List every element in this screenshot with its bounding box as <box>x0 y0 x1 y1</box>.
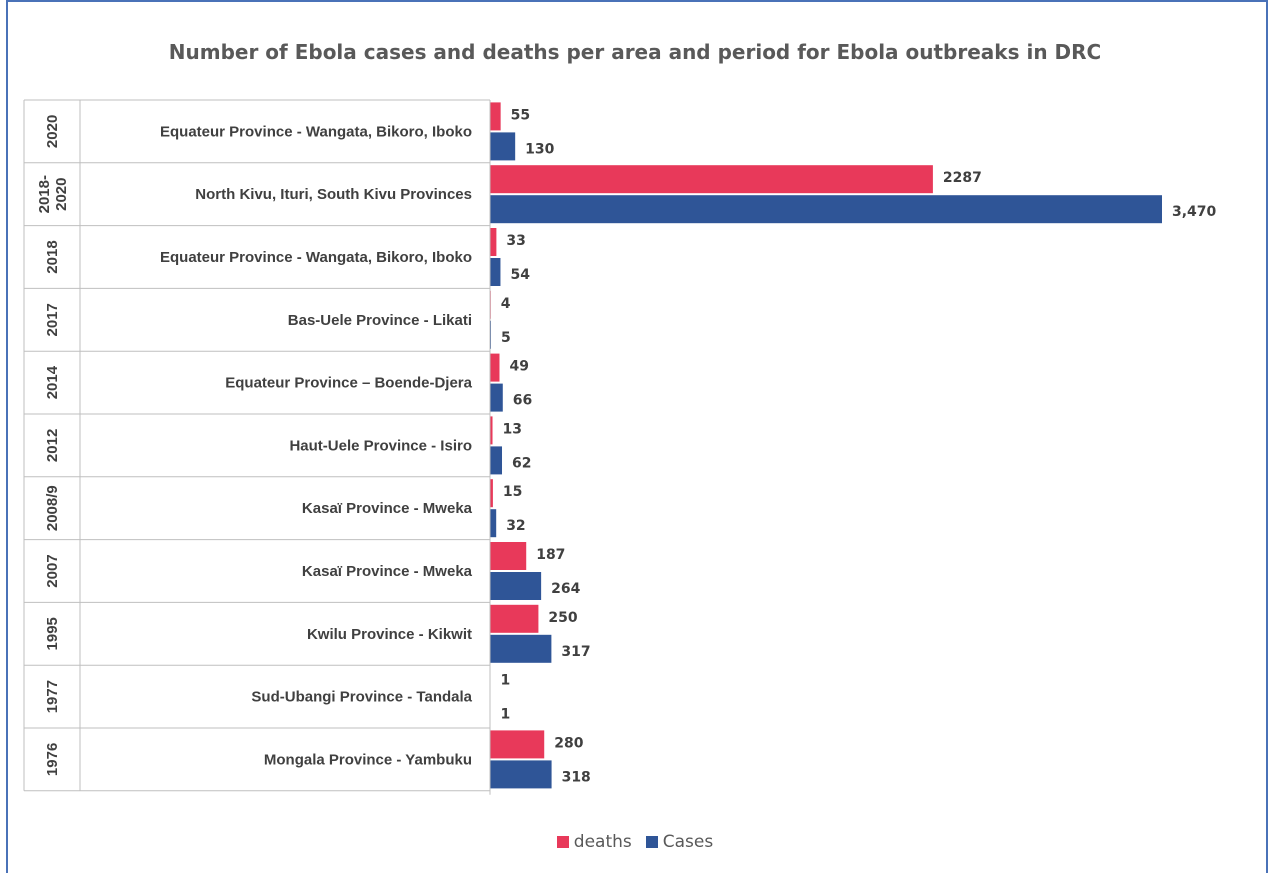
bar-cases <box>490 195 1162 224</box>
year-label: 2018 <box>44 240 61 273</box>
value-label-deaths: 280 <box>554 735 583 751</box>
bar-deaths <box>490 228 497 256</box>
year-label: 2020 <box>44 115 61 148</box>
area-label: North Kivu, Ituri, South Kivu Provinces <box>195 186 472 203</box>
bar-deaths <box>490 102 501 131</box>
value-label-cases: 62 <box>512 455 531 471</box>
area-label: Equateur Province - Wangata, Bikoro, Ibo… <box>160 249 472 266</box>
bar-cases <box>490 760 552 789</box>
value-label-deaths: 187 <box>536 547 565 563</box>
value-label-cases: 1 <box>501 707 511 723</box>
legend-item-cases: Cases <box>645 832 714 852</box>
value-label-cases: 3,470 <box>1172 204 1217 220</box>
bar-deaths <box>490 479 493 508</box>
area-label: Sud-Ubangi Province - Tandala <box>251 689 472 706</box>
value-label-deaths: 15 <box>503 484 522 500</box>
value-label-cases: 66 <box>513 393 532 409</box>
legend-label-cases: Cases <box>662 832 714 852</box>
bar-deaths <box>490 353 500 382</box>
value-label-cases: 318 <box>562 769 591 785</box>
year-label: 2007 <box>44 554 61 587</box>
bar-deaths <box>490 165 933 194</box>
year-label: 1977 <box>44 680 61 713</box>
value-label-deaths: 2287 <box>943 170 982 186</box>
value-label-cases: 264 <box>551 581 580 597</box>
year-label: 2017 <box>44 303 61 336</box>
bar-deaths <box>490 730 545 759</box>
bar-deaths <box>490 604 539 633</box>
legend-label-deaths: deaths <box>573 832 632 852</box>
value-label-cases: 54 <box>510 267 530 283</box>
bar-cases <box>490 383 503 412</box>
chart-title: Number of Ebola cases and deaths per are… <box>168 40 1102 64</box>
bar-cases <box>490 258 501 286</box>
year-label: 1976 <box>44 743 61 776</box>
value-label-deaths: 13 <box>503 421 522 437</box>
bar-cases <box>490 509 497 538</box>
value-label-deaths: 1 <box>501 673 511 689</box>
value-label-cases: 130 <box>525 141 554 157</box>
year-label: 2018-2020 <box>36 175 70 213</box>
value-label-deaths: 4 <box>501 296 511 312</box>
year-label: 2008/9 <box>44 485 61 531</box>
bar-deaths <box>490 416 493 445</box>
value-label-deaths: 250 <box>548 610 577 626</box>
year-label: 1995 <box>44 617 61 650</box>
area-label: Bas-Uele Province - Likati <box>288 312 472 329</box>
area-label: Haut-Uele Province - Isiro <box>289 437 472 454</box>
bar-cases <box>490 446 503 475</box>
value-label-deaths: 33 <box>506 233 525 249</box>
legend: deaths Cases <box>0 832 1270 852</box>
chart-frame <box>6 0 1268 873</box>
area-label: Kwilu Province - Kikwit <box>307 626 472 643</box>
area-label: Kasaï Province - Mweka <box>302 563 473 580</box>
year-label: 2014 <box>44 365 61 399</box>
area-label: Equateur Province – Boende-Djera <box>225 375 472 392</box>
value-label-deaths: 49 <box>509 359 528 375</box>
bar-cases <box>490 132 516 161</box>
bar-cases <box>490 572 542 600</box>
value-label-deaths: 55 <box>511 107 530 123</box>
value-label-cases: 317 <box>561 644 590 660</box>
area-label: Kasaï Province - Mweka <box>302 500 473 517</box>
legend-swatch-deaths <box>556 836 569 848</box>
value-label-cases: 5 <box>501 330 511 346</box>
legend-item-deaths: deaths <box>556 832 632 852</box>
year-label: 2012 <box>44 429 61 462</box>
legend-swatch-cases <box>645 836 658 848</box>
bar-deaths <box>490 542 527 570</box>
area-label: Equateur Province - Wangata, Bikoro, Ibo… <box>160 123 472 140</box>
value-label-cases: 32 <box>506 518 525 534</box>
area-label: Mongala Province - Yambuku <box>264 751 472 768</box>
bar-cases <box>490 634 552 663</box>
